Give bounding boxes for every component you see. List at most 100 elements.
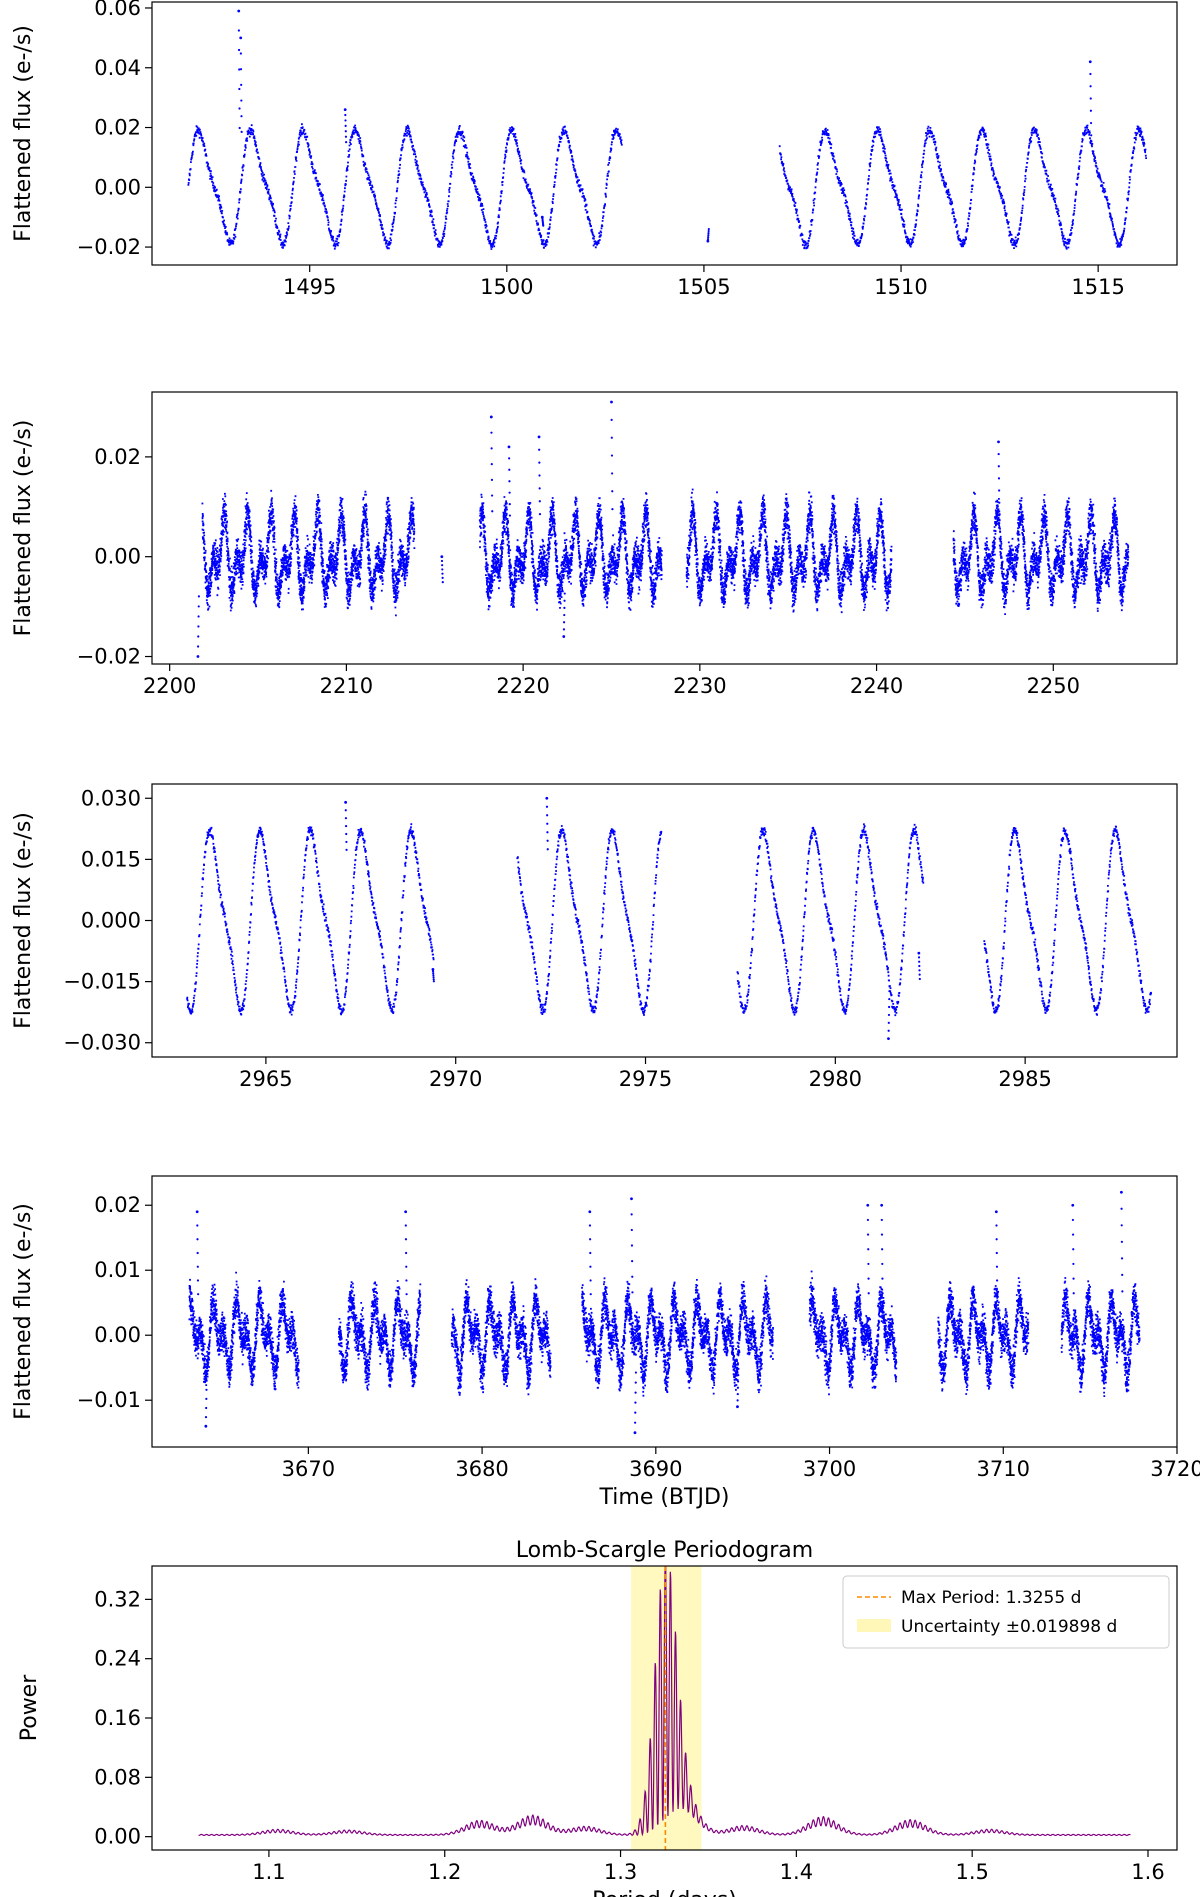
flare-point: [881, 1292, 884, 1295]
x-tick-label: 1500: [480, 275, 533, 299]
y-tick-label: 0.00: [94, 1323, 141, 1347]
flare-point: [345, 848, 348, 851]
flare-point: [1121, 1273, 1124, 1276]
flare-point: [706, 239, 710, 243]
plot-area: [186, 796, 1152, 1041]
plot-frame: [151, 1565, 1178, 1851]
flare-point: [633, 1431, 637, 1435]
x-tick-label: 3680: [455, 1457, 508, 1481]
y-tick-label: −0.015: [63, 970, 141, 994]
flare-point: [563, 606, 566, 609]
x-tick-label: 3700: [803, 1457, 856, 1481]
flare-point: [1089, 121, 1093, 125]
flare-point: [405, 1265, 408, 1268]
flare-point: [491, 510, 494, 513]
flare-point: [707, 227, 710, 231]
y-axis-label: Power: [17, 1674, 42, 1741]
flare-point: [631, 1291, 634, 1294]
y-axis-label: Flattened flux (e-/s): [11, 1203, 36, 1420]
flare-point: [197, 1293, 200, 1296]
flare-point: [918, 960, 921, 963]
x-tick-label: 1.6: [1131, 1860, 1164, 1884]
flare-point: [611, 472, 614, 475]
flare-point: [432, 972, 435, 975]
flare-point: [707, 229, 710, 233]
plot-frame: [151, 1, 1178, 266]
flare-point: [441, 564, 444, 567]
flare-point: [562, 621, 566, 624]
chart-panel-2: 2200 2210 2220 2230 2240 2250 −0.02 0.00 0.02 Fla…: [11, 391, 1178, 698]
flare-point: [634, 1401, 637, 1404]
flare-point: [344, 800, 348, 804]
flare-point: [918, 973, 921, 976]
x-tick-label: 1.4: [780, 1860, 813, 1884]
flare-point: [344, 113, 347, 117]
flare-point: [610, 454, 614, 457]
flare-point: [238, 87, 241, 91]
x-tick-label: 1.3: [604, 1860, 637, 1884]
flare-point: [1072, 1262, 1075, 1266]
flare-point: [538, 500, 541, 503]
flare-point: [345, 832, 348, 836]
flare-point: [998, 501, 1001, 504]
flare-point: [345, 840, 348, 844]
x-tick-label: 3710: [977, 1457, 1030, 1481]
flare-point: [196, 1279, 200, 1282]
flare-point: [545, 796, 549, 800]
flare-point: [562, 628, 566, 631]
flare-point: [344, 824, 348, 828]
flare-point: [441, 568, 444, 571]
flare-point: [405, 1279, 408, 1282]
flare-point: [239, 36, 243, 40]
flare-point: [240, 130, 243, 133]
flare-point: [996, 1293, 999, 1296]
flare-point: [196, 1238, 199, 1241]
x-tick-label: 1515: [1071, 275, 1124, 299]
x-tick-label: 1505: [677, 275, 730, 299]
x-tick-label: 2210: [320, 674, 373, 698]
y-tick-label: −0.02: [77, 645, 141, 669]
flare-point: [344, 124, 347, 127]
plot-area: [188, 1190, 1141, 1435]
y-tick-label: 0.000: [81, 909, 141, 933]
flare-point: [997, 440, 1000, 444]
flare-point: [205, 1379, 208, 1382]
flare-point: [1090, 134, 1093, 137]
flare-point: [197, 645, 200, 648]
flare-point: [238, 107, 241, 110]
flare-point: [563, 592, 566, 595]
plot-frame: [151, 1175, 1178, 1448]
flare-point: [995, 1265, 999, 1268]
flare-point: [995, 1251, 998, 1255]
x-tick-label: 1.5: [955, 1860, 988, 1884]
flare-point: [736, 1386, 740, 1389]
flare-point: [240, 83, 243, 86]
x-axis-label: Period (days): [592, 1888, 737, 1897]
flare-point: [589, 1279, 592, 1282]
flare-point: [490, 494, 494, 497]
legend-entry-label: Max Period: 1.3255 d: [901, 1588, 1081, 1608]
flare-point: [431, 967, 435, 971]
x-tick-label: 2250: [1027, 674, 1080, 698]
flare-point: [538, 487, 541, 490]
flare-point: [441, 572, 444, 575]
flare-point: [589, 1251, 592, 1255]
x-tick-label: 2240: [850, 674, 903, 698]
flare-point: [880, 1203, 884, 1207]
x-tick-label: 3670: [282, 1457, 335, 1481]
flare-point: [736, 1392, 739, 1396]
flare-point: [440, 559, 444, 563]
flare-point: [432, 980, 435, 983]
flare-point: [197, 635, 200, 638]
flare-point: [441, 576, 444, 580]
flare-point: [867, 1277, 870, 1280]
x-tick-label: 3690: [629, 1457, 682, 1481]
flare-point: [432, 976, 435, 979]
flare-point: [866, 1218, 870, 1222]
x-tick-label: 2965: [239, 1067, 292, 1091]
y-tick-label: 0.24: [94, 1647, 141, 1671]
flare-point: [887, 1021, 890, 1024]
flare-point: [918, 964, 921, 968]
flare-point: [866, 1233, 870, 1236]
